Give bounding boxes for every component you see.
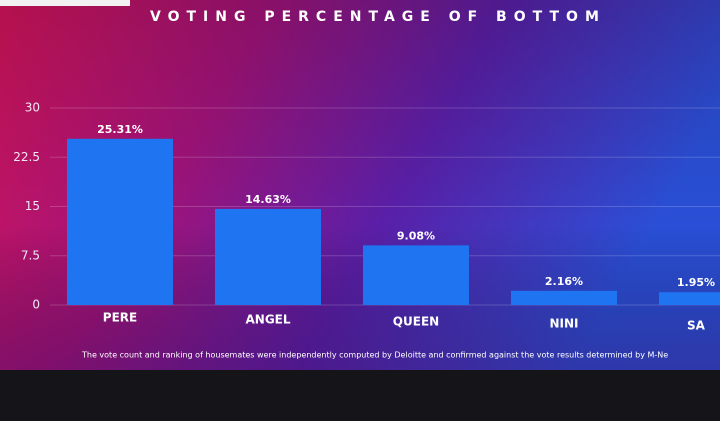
chart-title: VOTING PERCENTAGE OF BOTTOM xyxy=(150,9,606,25)
x-tick-label: QUEEN xyxy=(393,315,439,329)
y-tick-label: 30 xyxy=(25,101,40,115)
value-label: 25.31% xyxy=(97,123,143,136)
value-label: 2.16% xyxy=(545,275,583,288)
value-label: 9.08% xyxy=(397,229,435,242)
x-tick-label: ANGEL xyxy=(245,313,290,327)
value-label: 14.63% xyxy=(245,193,291,206)
x-tick-label: NINI xyxy=(549,317,578,331)
y-tick-label: 15 xyxy=(25,199,40,213)
x-tick-label: PERE xyxy=(103,311,137,325)
bar xyxy=(511,290,617,305)
screen-bezel xyxy=(0,370,720,421)
bar xyxy=(215,208,321,305)
y-tick-label: 22.5 xyxy=(13,150,40,164)
y-tick-label: 0 xyxy=(32,298,40,312)
bar xyxy=(659,292,720,305)
bar xyxy=(67,138,173,305)
y-tick-label: 7.5 xyxy=(21,248,40,262)
top-strip xyxy=(0,0,130,6)
bar xyxy=(363,245,469,305)
footnote: The vote count and ranking of housemates… xyxy=(81,351,668,360)
value-label: 1.95% xyxy=(677,276,715,289)
x-tick-label: SA xyxy=(687,319,706,333)
